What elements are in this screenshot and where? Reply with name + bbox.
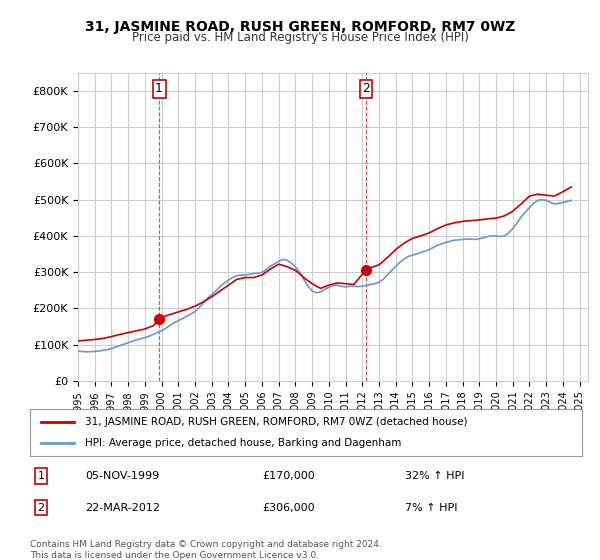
Text: 1: 1 xyxy=(38,471,44,481)
Text: 7% ↑ HPI: 7% ↑ HPI xyxy=(406,502,458,512)
Text: 05-NOV-1999: 05-NOV-1999 xyxy=(85,471,160,481)
Text: £306,000: £306,000 xyxy=(262,502,314,512)
Text: £170,000: £170,000 xyxy=(262,471,314,481)
Text: 31, JASMINE ROAD, RUSH GREEN, ROMFORD, RM7 0WZ (detached house): 31, JASMINE ROAD, RUSH GREEN, ROMFORD, R… xyxy=(85,417,468,427)
Text: 2: 2 xyxy=(362,82,370,95)
Text: 1: 1 xyxy=(155,82,163,95)
Text: 32% ↑ HPI: 32% ↑ HPI xyxy=(406,471,465,481)
Text: 2: 2 xyxy=(37,502,44,512)
Text: 31, JASMINE ROAD, RUSH GREEN, ROMFORD, RM7 0WZ: 31, JASMINE ROAD, RUSH GREEN, ROMFORD, R… xyxy=(85,20,515,34)
Text: 22-MAR-2012: 22-MAR-2012 xyxy=(85,502,160,512)
Text: HPI: Average price, detached house, Barking and Dagenham: HPI: Average price, detached house, Bark… xyxy=(85,438,401,448)
Text: Price paid vs. HM Land Registry's House Price Index (HPI): Price paid vs. HM Land Registry's House … xyxy=(131,31,469,44)
Text: Contains HM Land Registry data © Crown copyright and database right 2024.
This d: Contains HM Land Registry data © Crown c… xyxy=(30,540,382,560)
